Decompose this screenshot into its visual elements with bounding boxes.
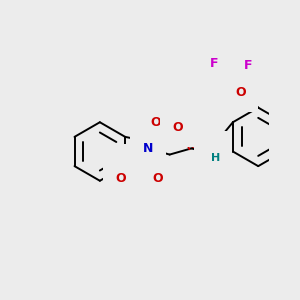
Text: O: O [150, 116, 161, 129]
Text: O: O [235, 86, 246, 100]
Text: H: H [211, 153, 220, 164]
Text: O: O [152, 172, 163, 185]
Text: N: N [206, 143, 216, 157]
Text: S: S [136, 157, 145, 169]
Text: O: O [172, 121, 183, 134]
Text: F: F [210, 57, 219, 70]
Text: F: F [244, 59, 252, 72]
Text: O: O [116, 172, 126, 185]
Text: N: N [143, 142, 153, 155]
